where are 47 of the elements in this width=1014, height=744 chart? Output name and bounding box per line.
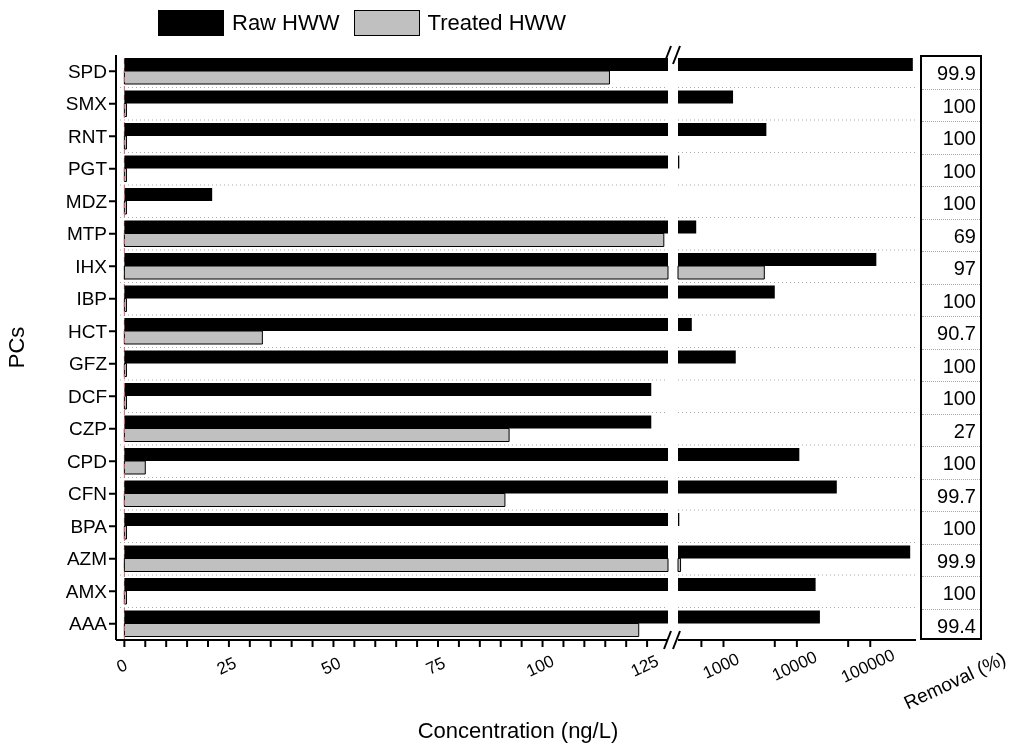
data-label: 100 (922, 89, 980, 122)
data-label: 97 (922, 252, 980, 285)
data-label: 100 (922, 349, 980, 382)
data-label: 100 (922, 447, 980, 480)
x-tick-label: 25 (214, 653, 240, 679)
y-tick-label: MTP (66, 223, 107, 245)
data-label: 100 (922, 187, 980, 220)
y-tick-label: PGT (67, 158, 108, 180)
data-label: 100 (922, 154, 980, 187)
x-tick-label: 125 (627, 651, 662, 681)
legend-label: Raw HWW (232, 10, 340, 36)
data-label: 99.4 (936, 613, 977, 639)
x-tick-label: 75 (423, 653, 449, 679)
data-label: 27 (922, 414, 980, 447)
data-label: 100 (922, 512, 980, 545)
y-tick-label: CFN (67, 483, 107, 505)
y-tick-label: AMX (65, 580, 108, 602)
y-tick-label: SMX (65, 93, 108, 115)
x-tick-label: 100 (523, 651, 558, 681)
y-tick-label: MDZ (65, 190, 108, 212)
y-tick-label: GFZ (69, 353, 108, 375)
y-tick-label: IBP (76, 288, 107, 310)
x-tick-label: 1000 (700, 649, 743, 683)
data-label: 90.7 (922, 317, 980, 350)
data-label: 100 (922, 382, 980, 415)
y-tick-label: BPA (70, 515, 108, 537)
y-tick-label: RNT (67, 125, 108, 147)
y-tick-label: HCT (67, 320, 108, 342)
data-label: 99.9 (922, 544, 980, 577)
y-tick-label: IHX (75, 255, 108, 277)
legend-label: Treated HWW (427, 10, 567, 36)
y-tick-label: AZM (66, 548, 107, 570)
y-tick-label: CPD (66, 450, 107, 472)
y-tick-label: CZP (69, 418, 107, 440)
x-axis-title: Concentration (ng/L) (416, 718, 620, 744)
y-tick-label: DCF (67, 385, 107, 407)
y-axis-title: PCs (3, 326, 29, 369)
data-label: 99.9 (922, 57, 980, 90)
data-label: 100 (922, 284, 980, 317)
data-label: 100 (922, 122, 980, 155)
data-label: 100 (922, 577, 980, 610)
data-label: 99.7 (922, 479, 980, 512)
x-tick-label: 50 (318, 653, 344, 679)
y-tick-label: SPD (67, 61, 107, 82)
data-label: 69 (922, 219, 980, 252)
y-tick-label: AAA (68, 613, 108, 635)
x-tick-label: 0 (113, 655, 131, 677)
